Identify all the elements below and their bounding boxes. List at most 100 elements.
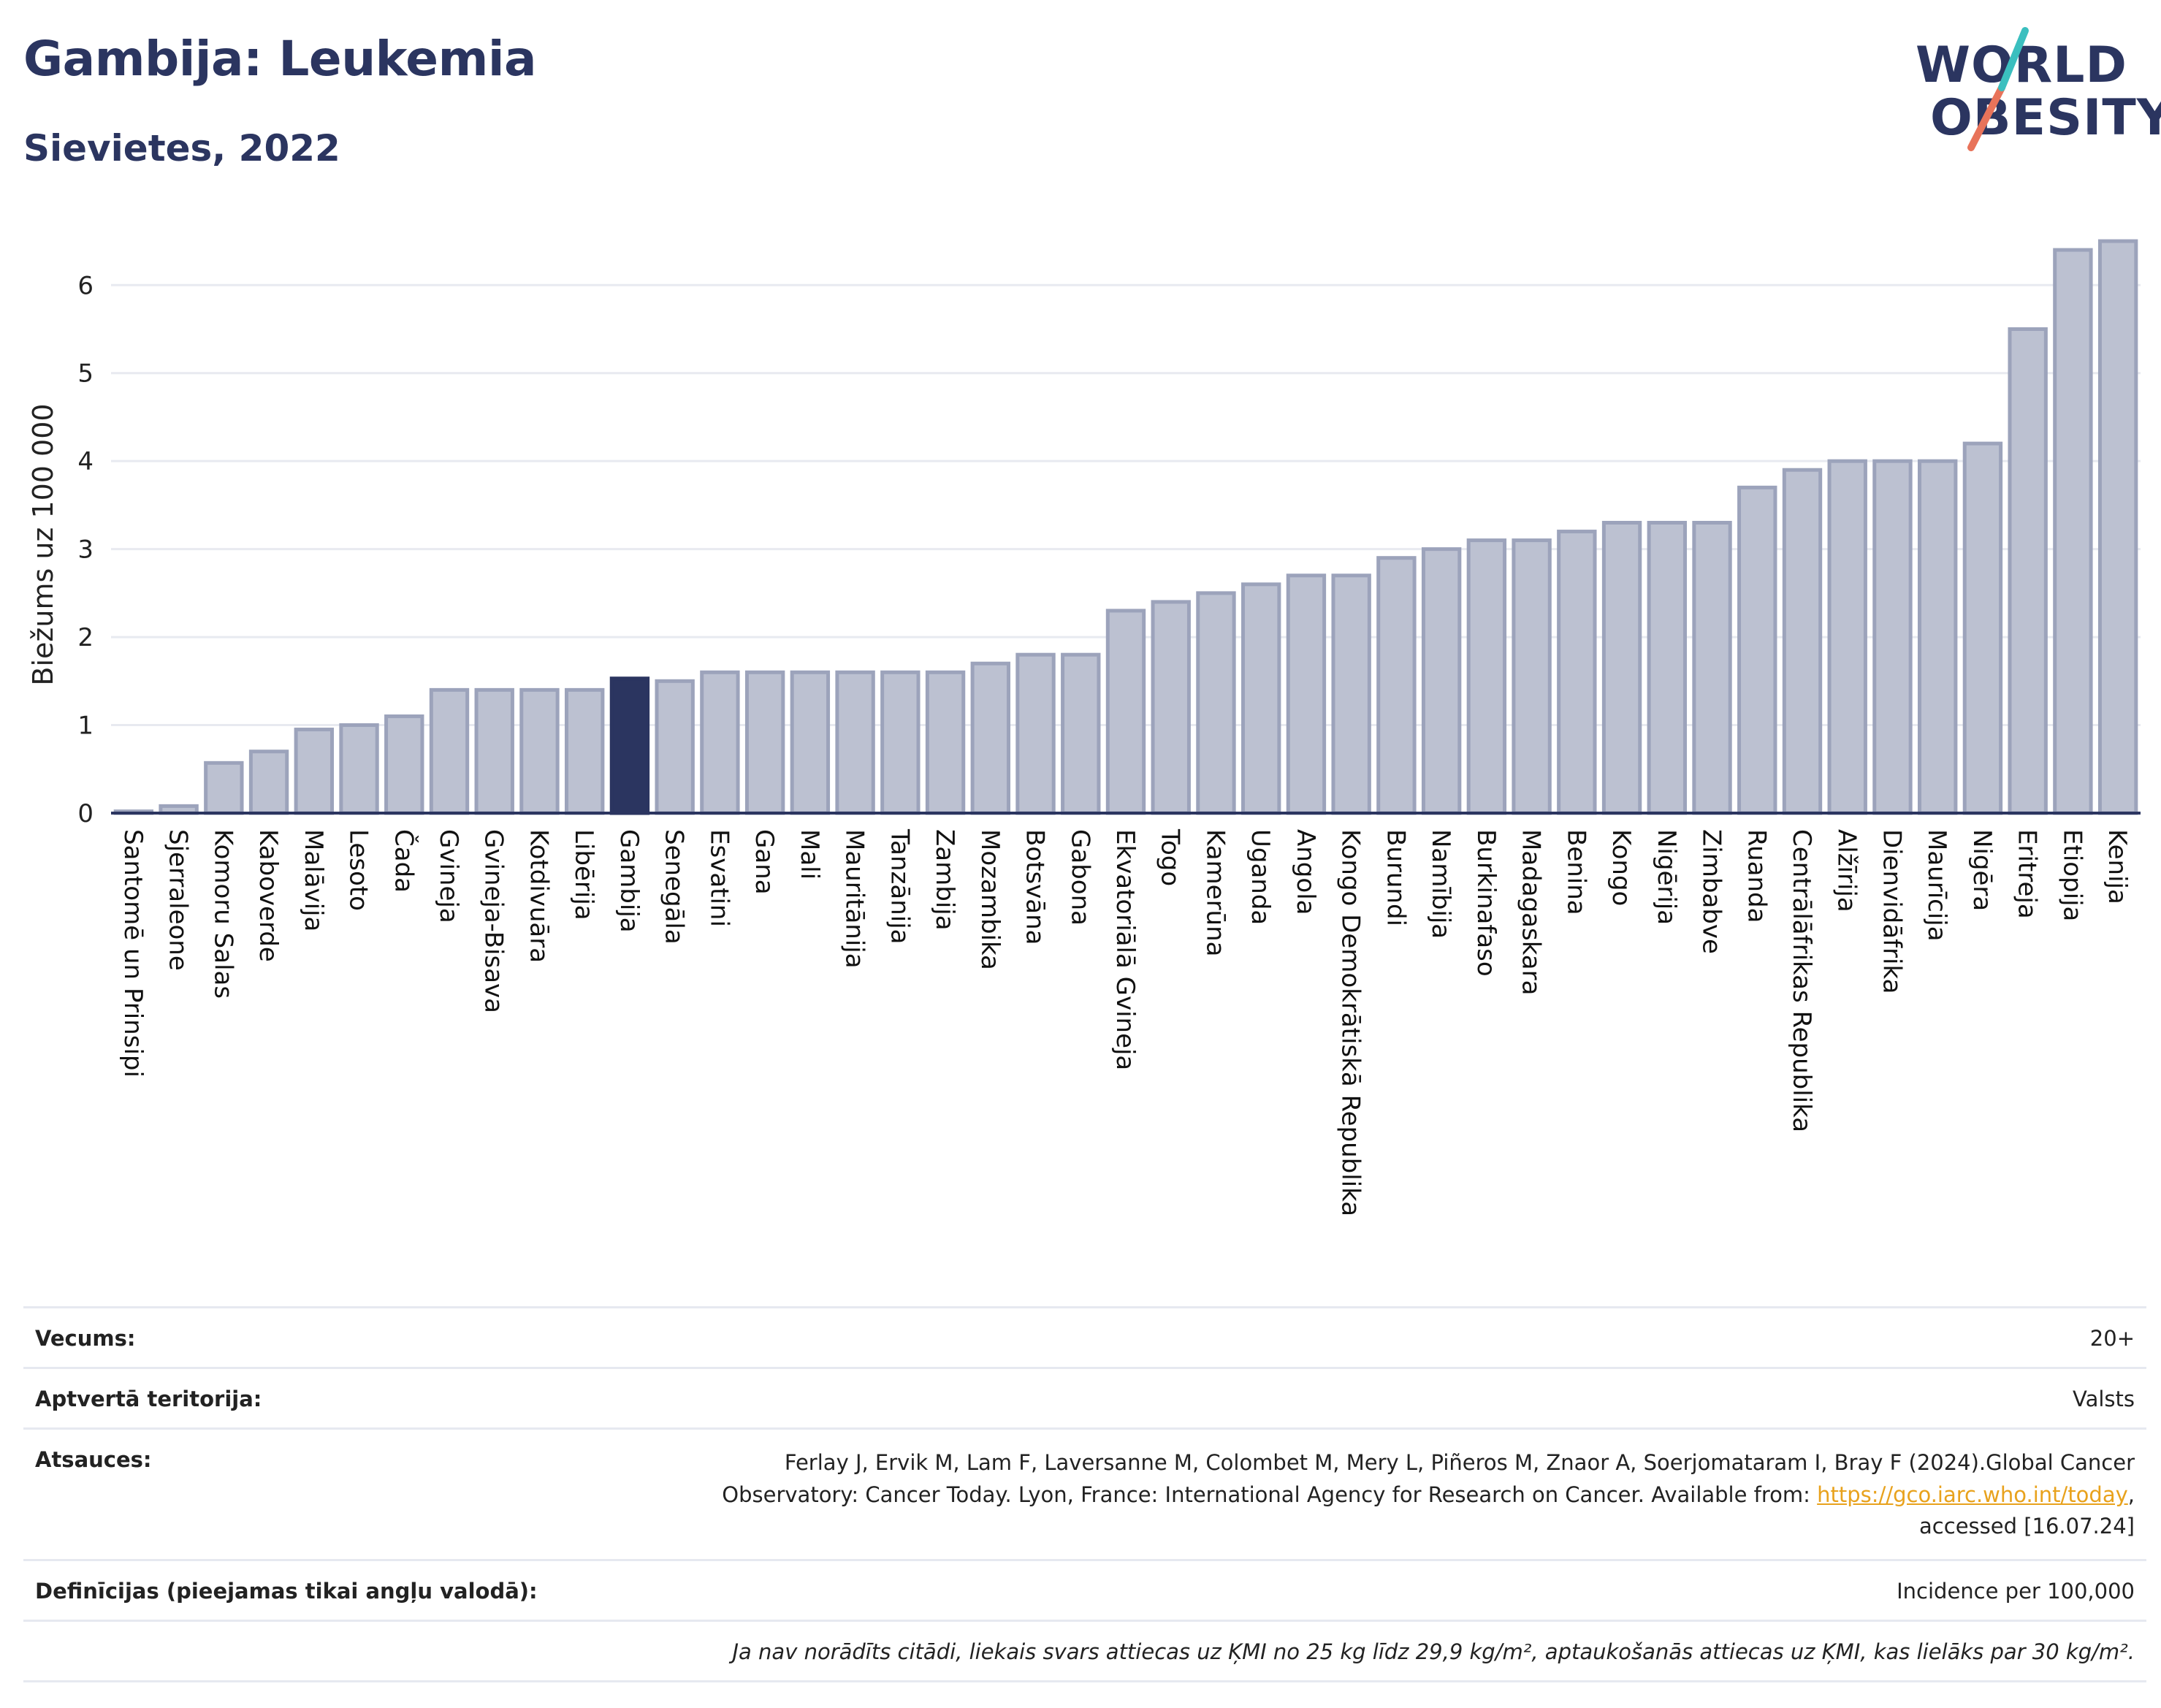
x-tick-label: Gvineja (434, 829, 463, 923)
x-tick-label: Lesoto (344, 829, 373, 911)
y-tick-label: 5 (77, 359, 94, 389)
bar (609, 676, 650, 815)
bar (880, 670, 921, 815)
bar (1331, 573, 1371, 815)
bar (204, 760, 244, 815)
y-tick-label: 6 (77, 271, 94, 300)
meta-value: 20+ (2089, 1326, 2135, 1351)
footnote: Ja nav norādīts citādi, liekais svars at… (732, 1639, 2135, 1664)
x-tick-label: Etiopija (2057, 829, 2086, 921)
meta-row-note: Ja nav norādīts citādi, liekais svars at… (23, 1619, 2146, 1682)
y-tick-label: 3 (77, 535, 94, 565)
y-tick-label: 0 (77, 799, 94, 828)
bar (835, 670, 875, 815)
y-tick-label: 4 (77, 447, 94, 476)
meta-row-references: Atsauces: Ferlay J, Ervik M, Lam F, Lave… (23, 1427, 2146, 1559)
bar (790, 670, 831, 815)
x-tick-label: Namībija (1426, 829, 1455, 939)
bar (700, 670, 740, 815)
bar (384, 714, 424, 815)
x-tick-label: Tanzānija (885, 828, 914, 944)
x-tick-label: Kongo Demokrātiskā Republika (1336, 829, 1365, 1216)
x-tick-label: Dienvidāfrika (1877, 829, 1906, 994)
x-tick-label: Senegāla (660, 829, 689, 945)
reference-link[interactable]: https://gco.iarc.who.int/today (1817, 1482, 2128, 1507)
x-tick-label: Alžīrija (1832, 829, 1861, 912)
x-tick-label: Benina (1561, 829, 1590, 915)
bar (1918, 459, 1958, 815)
meta-label: Vecums: (35, 1326, 136, 1351)
x-tick-label: Madagaskara (1517, 829, 1546, 995)
y-axis-label: Biežums uz 100 000 (27, 403, 59, 685)
bar (248, 750, 289, 815)
bar (1782, 468, 1823, 815)
page-title: Gambija: Leukemia (23, 31, 537, 87)
bar (1962, 441, 2003, 815)
x-tick-label: Burundi (1381, 829, 1410, 926)
x-tick-label: Komoru Salas (208, 829, 237, 999)
x-tick-label: Botsvāna (1021, 829, 1050, 945)
x-tick-label: Maurīcija (1922, 829, 1951, 942)
x-tick-label: Nigērija (1652, 829, 1681, 925)
logo-slash-icon (1967, 27, 2029, 151)
bar (1105, 609, 1146, 815)
bar (2097, 239, 2138, 815)
meta-label: Definīcijas (pieejamas tikai angļu valod… (35, 1578, 538, 1604)
x-tick-label: Mozambika (975, 829, 1005, 970)
x-tick-label: Angola (1291, 829, 1320, 915)
x-tick-label: Ekvatoriālā Gvineja (1110, 829, 1140, 1070)
bar (519, 687, 560, 815)
bar (1827, 459, 1867, 815)
bar (294, 728, 334, 815)
x-tick-label: Centrālāfrikas Republika (1787, 829, 1816, 1132)
x-tick-label: Zambija (930, 829, 959, 931)
x-tick-label: Malāvija (299, 829, 328, 931)
x-tick-label: Gvineja-Bisava (479, 829, 508, 1013)
bar (474, 687, 514, 815)
meta-row-coverage: Aptvertā teritorija: Valsts (23, 1367, 2146, 1427)
meta-label: Aptvertā teritorija: (35, 1387, 262, 1411)
x-tick-label: Zimbabve (1697, 829, 1726, 954)
x-tick-label: Ruanda (1742, 829, 1771, 923)
bar (1872, 459, 1913, 815)
bar (2008, 327, 2048, 815)
bar (339, 723, 379, 815)
bar (1241, 582, 1281, 815)
x-tick-label: Eritreja (2013, 829, 2042, 919)
reference-citation: Ferlay J, Ervik M, Lam F, Laversanne M, … (722, 1450, 2135, 1507)
x-tick-label: Mauritānija (840, 829, 869, 969)
x-tick-label: Libērija (569, 829, 598, 920)
x-tick-label: Burkinafaso (1471, 829, 1501, 977)
world-obesity-logo: WORLD OBESITY (1899, 22, 2161, 161)
bar (1692, 521, 1732, 815)
x-tick-label: Mali (795, 829, 824, 880)
bar (429, 687, 470, 815)
bar (970, 661, 1010, 815)
bar (1061, 652, 1101, 815)
x-tick-label: Uganda (1246, 829, 1275, 925)
bar (925, 670, 966, 815)
bar (2053, 248, 2093, 815)
bar (1601, 521, 1642, 815)
bar (655, 679, 695, 815)
bar (565, 687, 605, 815)
x-tick-label: Esvatini (704, 829, 733, 927)
bar (1557, 530, 1597, 815)
meta-row-definitions: Definīcijas (pieejamas tikai angļu valod… (23, 1558, 2146, 1620)
x-tick-label: Kenija (2103, 829, 2132, 904)
x-tick-label: Gambija (614, 829, 644, 933)
x-tick-label: Togo (1156, 828, 1185, 886)
bar (1421, 547, 1462, 815)
x-tick-label: Čada (389, 829, 419, 893)
meta-value: Valsts (2072, 1387, 2135, 1411)
logo-line-2: OBESITY (1930, 89, 2161, 147)
x-tick-label: Kongo (1607, 829, 1636, 906)
bar (1151, 600, 1191, 815)
x-tick-label: Gana (750, 829, 779, 895)
bar (1196, 591, 1236, 815)
meta-row-age: Vecums: 20+ (23, 1306, 2146, 1367)
y-tick-label: 2 (77, 623, 94, 652)
metadata-table: Vecums: 20+ Aptvertā teritorija: Valsts … (23, 1306, 2146, 1682)
meta-label: Atsauces: (35, 1447, 152, 1472)
x-tick-label: Nigēra (1967, 829, 1997, 911)
